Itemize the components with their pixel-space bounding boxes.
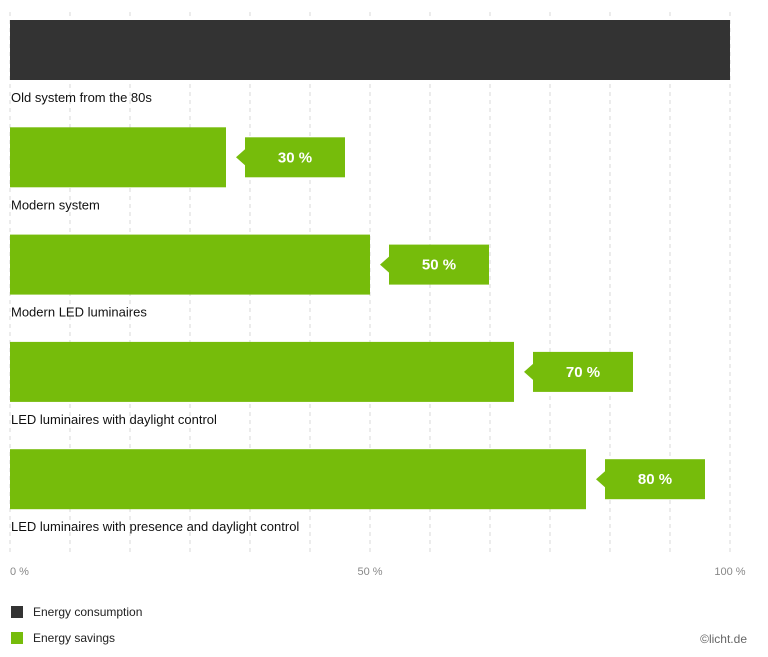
callout-box-1 <box>245 137 345 178</box>
category-label-0: Old system from the 80s <box>11 90 152 105</box>
category-label-4: LED luminaires with presence and dayligh… <box>11 519 299 534</box>
bar-3 <box>10 341 514 402</box>
category-label-2: Modern LED luminaires <box>11 305 147 320</box>
callout-label-4: 80 % <box>638 471 672 488</box>
callout-label-3: 70 % <box>566 364 600 381</box>
callout-pointer-4 <box>596 471 605 488</box>
category-label-3: LED luminaires with daylight control <box>11 412 217 427</box>
category-label-1: Modern system <box>11 197 100 212</box>
legend-item-consumption: Energy consumption <box>11 605 142 619</box>
bar-0 <box>10 20 730 80</box>
legend-label-consumption: Energy consumption <box>33 605 143 619</box>
legend-item-savings: Energy savings <box>11 631 115 645</box>
legend-label-savings: Energy savings <box>33 631 116 645</box>
legend-swatch-consumption <box>11 606 23 618</box>
callout-box-4 <box>605 459 705 500</box>
x-tick-label-1: 50 % <box>357 566 382 578</box>
source-credit: ©licht.de <box>700 632 747 646</box>
callout-box-3 <box>533 351 633 392</box>
callout-box-2 <box>389 244 489 285</box>
legend-swatch-savings <box>11 632 23 644</box>
x-tick-label-2: 100 % <box>714 566 745 578</box>
bar-1 <box>10 127 226 188</box>
callout-pointer-2 <box>380 256 389 273</box>
x-tick-label-0: 0 % <box>10 566 29 578</box>
callout-label-2: 50 % <box>422 257 456 274</box>
callout-pointer-3 <box>524 363 533 380</box>
bar-2 <box>10 234 370 295</box>
callout-label-1: 30 % <box>278 149 312 166</box>
callout-pointer-1 <box>236 149 245 166</box>
bar-4 <box>10 449 586 510</box>
